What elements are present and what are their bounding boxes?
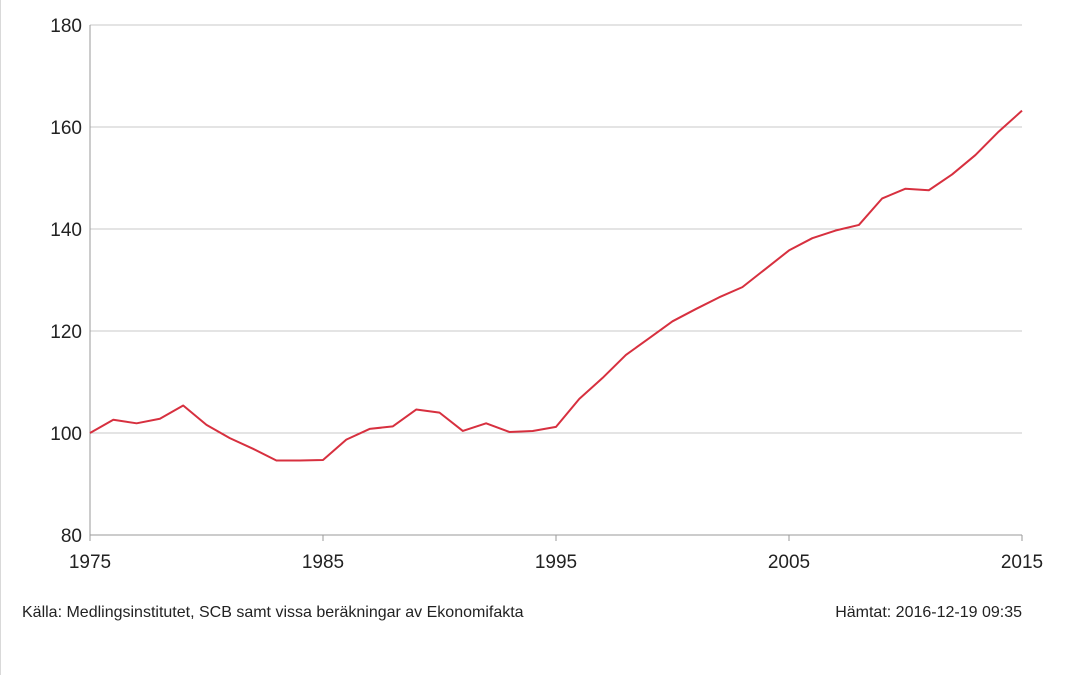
x-tick-label: 2005 <box>768 552 810 573</box>
series-layer <box>89 109 1023 462</box>
gridlines <box>90 24 1022 434</box>
frame-border <box>0 0 1 675</box>
y-tick-label: 140 <box>50 220 82 241</box>
line-chart: 80 100 120 140 160 180 1975 1985 1995 2005 2015 <box>50 16 1043 573</box>
fetched-timestamp: Hämtat: 2016-12-19 09:35 <box>835 604 1022 621</box>
y-tick-label: 160 <box>50 118 82 139</box>
x-tick-label: 2015 <box>1001 552 1043 573</box>
tick-labels: 80 100 120 140 160 180 1975 1985 1995 2005 2015 <box>50 16 1043 573</box>
y-tick-label: 180 <box>50 16 82 37</box>
x-tick-label: 1995 <box>535 552 577 573</box>
axes <box>89 25 1023 541</box>
y-tick-label: 120 <box>50 322 82 343</box>
x-tick-label: 1985 <box>302 552 344 573</box>
x-tick-label: 1975 <box>69 552 111 573</box>
series-line <box>89 109 1023 462</box>
source-note: Källa: Medlingsinstitutet, SCB samt viss… <box>22 604 524 621</box>
y-tick-label: 100 <box>50 424 82 445</box>
y-tick-label: 80 <box>61 526 82 547</box>
